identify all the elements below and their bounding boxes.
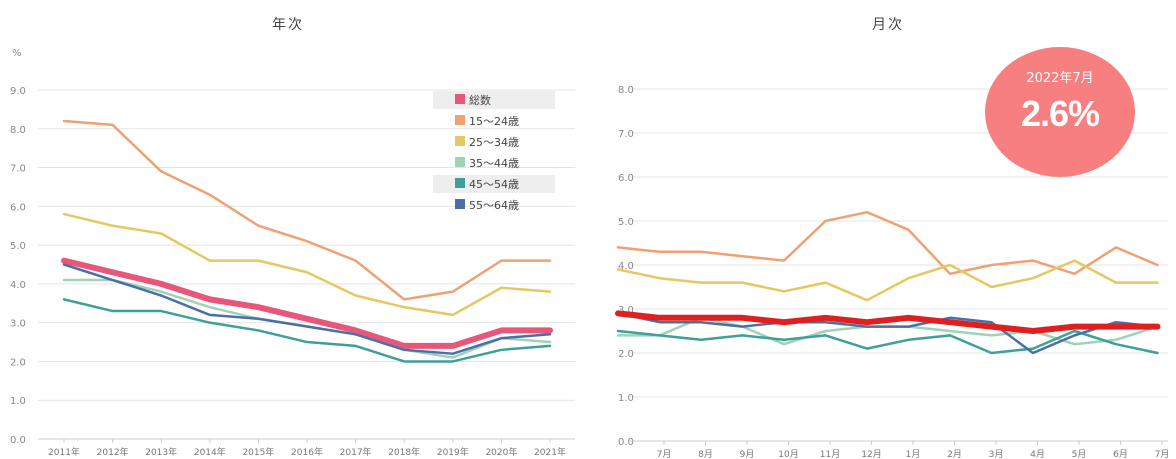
annual-x-tick-label: 2020年 [485, 446, 517, 458]
monthly-x-tick-label: 7月 [1155, 449, 1170, 459]
monthly-line-chart: 0.0 1.0 2.0 3.0 4.0 5.0 6.0 7.0 8.0 7月 8月 9月 10月 11月 1… [615, 85, 1170, 459]
latest-rate-badge: 2022年7月 2.6% [985, 47, 1135, 177]
annual-y-tick-label: 3.0 [10, 319, 26, 330]
monthly-y-tick-label: 5.0 [618, 217, 634, 228]
annual-series-line-5 [62, 298, 552, 363]
annual-x-tick-label: 2015年 [242, 446, 274, 458]
legend-label: 55～64歳 [469, 199, 519, 212]
monthly-y-tick-label: 8.0 [618, 85, 634, 96]
monthly-x-tick-label: 12月 [861, 449, 881, 459]
monthly-chart-title: 月次 [872, 17, 904, 33]
monthly-series-line-6 [615, 310, 1161, 334]
monthly-x-tick-label: 1月 [906, 449, 921, 459]
annual-x-tick-label: 2019年 [437, 446, 469, 458]
annual-x-tick-label: 2013年 [145, 446, 177, 458]
monthly-x-tick-label: 11月 [820, 449, 840, 459]
annual-x-tick-label: 2016年 [291, 446, 323, 458]
badge-rate-value: 2.6% [1020, 93, 1100, 134]
monthly-x-tick-label: 3月 [989, 449, 1004, 459]
annual-y-tick-label: 0.0 [10, 435, 26, 446]
annual-y-tick-label: 5.0 [10, 241, 26, 252]
annual-x-tick-label: 2018年 [388, 446, 420, 458]
legend-swatch [455, 94, 465, 104]
monthly-y-tick-label: 4.0 [618, 261, 634, 272]
legend-swatch [455, 157, 465, 167]
legend-swatch [455, 136, 465, 146]
monthly-y-tick-label: 2.0 [618, 349, 634, 360]
legend-swatch [455, 178, 465, 188]
monthly-x-tick-label: 10月 [778, 449, 798, 459]
legend-label: 35～44歳 [469, 157, 519, 170]
annual-chart-title: 年次 [272, 17, 304, 33]
monthly-y-tick-label: 1.0 [618, 393, 634, 404]
annual-series-line-1 [61, 257, 553, 349]
annual-y-tick-label: 8.0 [10, 125, 26, 136]
monthly-x-tick-label: 9月 [740, 449, 755, 459]
monthly-y-tick-label: 3.0 [618, 305, 634, 316]
annual-y-tick-label: 7.0 [10, 164, 26, 175]
annual-y-tick-label: 9.0 [10, 86, 26, 97]
monthly-series-line-1 [616, 210, 1159, 276]
monthly-series-line-5 [616, 312, 1159, 355]
monthly-x-tick-label: 4月 [1030, 449, 1045, 459]
legend-row-highlight [433, 91, 555, 109]
monthly-series-line-4 [616, 329, 1159, 355]
monthly-x-tick-label: 2月 [947, 449, 962, 459]
annual-y-tick-label: 6.0 [10, 202, 26, 213]
annual-series-line-2 [62, 119, 552, 301]
annual-x-tick-label: 2012年 [97, 446, 129, 458]
monthly-chart-panel: 月次 0.0 1.0 2.0 3.0 4.0 5.0 6.0 7.0 8.0 7月 8月 9月 10月 1… [590, 0, 1176, 459]
annual-chart-panel: 年次 0.0 1.0 2.0 3.0 4.0 5.0 6.0 7.0 8.0 9.0% 2011年 2… [10, 17, 575, 458]
monthly-series-line-2 [616, 259, 1159, 302]
annual-x-tick-label: 2021年 [534, 446, 566, 458]
annual-x-tick-label: 2011年 [48, 446, 80, 458]
legend-label: 25～34歳 [469, 136, 519, 149]
legend-swatch [455, 115, 465, 125]
annual-y-unit-label: % [12, 48, 22, 59]
badge-date-label: 2022年7月 [1026, 71, 1094, 86]
monthly-y-tick-label: 7.0 [618, 129, 634, 140]
legend-label: 45～54歳 [469, 178, 519, 191]
legend-label: 総数 [469, 93, 491, 107]
legend-label: 15～24歳 [469, 115, 519, 128]
annual-line-chart: 0.0 1.0 2.0 3.0 4.0 5.0 6.0 7.0 8.0 9.0% 2011年 2012… [10, 48, 575, 458]
annual-x-tick-label: 2017年 [340, 446, 372, 458]
annual-series-line-6 [62, 263, 552, 355]
monthly-x-tick-label: 5月 [1072, 449, 1087, 459]
monthly-x-tick-label: 6月 [1113, 449, 1128, 459]
legend-swatch [455, 199, 465, 209]
annual-series-line-3 [62, 212, 552, 317]
annual-y-tick-label: 4.0 [10, 280, 26, 291]
annual-x-tick-label: 2014年 [194, 446, 226, 458]
annual-y-tick-label: 1.0 [10, 396, 26, 407]
monthly-x-tick-label: 7月 [657, 449, 672, 459]
monthly-y-tick-label: 0.0 [618, 437, 634, 448]
monthly-x-tick-label: 8月 [698, 449, 713, 459]
annual-y-tick-label: 2.0 [10, 357, 26, 368]
monthly-y-tick-label: 6.0 [618, 173, 634, 184]
